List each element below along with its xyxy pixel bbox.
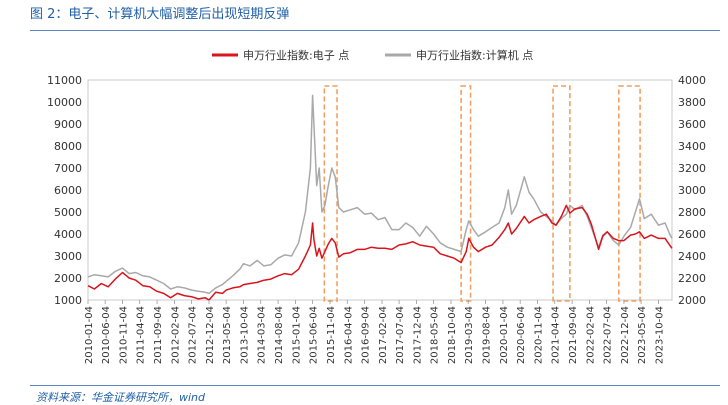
figure-title: 图 2：电子、计算机大幅调整后出现短期反弹 <box>30 7 290 22</box>
y-left-tick-label: 2000 <box>54 272 82 285</box>
y-right-tick-label: 2800 <box>678 206 706 219</box>
y-left-tick-label: 10000 <box>47 96 82 109</box>
line-chart: 1000 2000 3000 4000 5000 6000 7000 8000 9000 1000… <box>47 48 706 364</box>
x-tick-label: 2020-11-04 <box>534 306 545 364</box>
x-tick-label: 2022-02-04 <box>586 306 597 364</box>
series-line-electronics <box>87 204 673 301</box>
x-tick-label: 2015-01-04 <box>291 306 302 364</box>
x-tick-label: 2016-09-04 <box>361 306 372 364</box>
title-divider <box>30 30 720 31</box>
highlight-box <box>618 85 641 302</box>
y-left-tick-label: 11000 <box>47 74 82 87</box>
x-tick-label: 2020-06-04 <box>516 306 527 364</box>
y-right-tick-label: 2400 <box>678 250 706 263</box>
x-tick-label: 2010-01-04 <box>84 306 95 364</box>
series-lines <box>87 94 673 301</box>
highlight-box <box>460 85 472 302</box>
y-right-tick-label: 2600 <box>678 228 706 241</box>
x-tick-label: 2012-07-04 <box>188 306 199 364</box>
x-tick-label: 2013-10-04 <box>240 306 251 364</box>
y-right-tick-label: 2000 <box>678 294 706 307</box>
x-tick-label: 2023-05-04 <box>637 306 648 364</box>
x-tick-label: 2013-05-04 <box>222 306 233 364</box>
y-left-tick-label: 9000 <box>54 118 82 131</box>
y-left-tick-label: 3000 <box>54 250 82 263</box>
y-right-tick-label: 3800 <box>678 96 706 109</box>
x-tick-label: 2019-03-04 <box>464 306 475 364</box>
y-left-tick-label: 8000 <box>54 140 82 153</box>
plot-area-border <box>87 79 673 301</box>
plot-frame <box>87 79 673 301</box>
y-left-tick-label: 7000 <box>54 162 82 175</box>
y-right-tick-label: 3200 <box>678 162 706 175</box>
x-tick-label: 2022-07-04 <box>603 306 614 364</box>
x-tick-label: 2021-09-04 <box>568 306 579 364</box>
x-tick-label: 2010-11-04 <box>119 306 130 364</box>
source-note: 资料来源：华金证券研究所，wind <box>36 391 206 404</box>
x-tick-label: 2011-04-04 <box>136 306 147 364</box>
x-tick-label: 2012-02-04 <box>170 306 181 364</box>
y-left-tick-label: 5000 <box>54 206 82 219</box>
x-tick-label: 2019-08-04 <box>482 306 493 364</box>
x-tick-label: 2023-10-04 <box>654 306 665 364</box>
y-right-tick-label: 3000 <box>678 184 706 197</box>
x-tick-label: 2012-12-04 <box>205 306 216 364</box>
x-tick-label: 2021-04-04 <box>551 306 562 364</box>
x-tick-label: 2015-11-04 <box>326 306 337 364</box>
x-tick-label: 2018-10-04 <box>447 306 458 364</box>
x-tick-label: 2020-01-04 <box>499 306 510 364</box>
y-right-tick-label: 2200 <box>678 272 706 285</box>
legend-label-computer: 申万行业指数:计算机 点 <box>416 48 533 62</box>
x-tick-label: 2022-12-04 <box>620 306 631 364</box>
series-line-computer <box>87 94 673 295</box>
highlight-boxes <box>323 85 641 302</box>
y-right-tick-label: 4000 <box>678 74 706 87</box>
axes: 1000 2000 3000 4000 5000 6000 7000 8000 9000 1000… <box>47 74 706 364</box>
y-right-tick-label: 3600 <box>678 118 706 131</box>
x-tick-label: 2016-04-04 <box>343 306 354 364</box>
y-left-tick-label: 1000 <box>54 294 82 307</box>
x-tick-label: 2017-07-04 <box>395 306 406 364</box>
highlight-box <box>552 85 571 302</box>
x-tick-label: 2017-12-04 <box>412 306 423 364</box>
x-tick-label: 2014-03-04 <box>257 306 268 364</box>
source-divider <box>30 385 720 386</box>
y-left-tick-label: 6000 <box>54 184 82 197</box>
x-tick-label: 2010-06-04 <box>101 306 112 364</box>
x-tick-label: 2011-09-04 <box>153 306 164 364</box>
y-right-tick-label: 3400 <box>678 140 706 153</box>
x-tick-label: 2014-08-04 <box>274 306 285 364</box>
legend: 申万行业指数:电子 点 申万行业指数:计算机 点 <box>212 48 533 62</box>
legend-label-electronics: 申万行业指数:电子 点 <box>243 48 349 62</box>
x-tick-label: 2017-02-04 <box>378 306 389 364</box>
x-tick-label: 2018-05-04 <box>430 306 441 364</box>
y-left-tick-label: 4000 <box>54 228 82 241</box>
x-tick-label: 2015-06-04 <box>309 306 320 364</box>
